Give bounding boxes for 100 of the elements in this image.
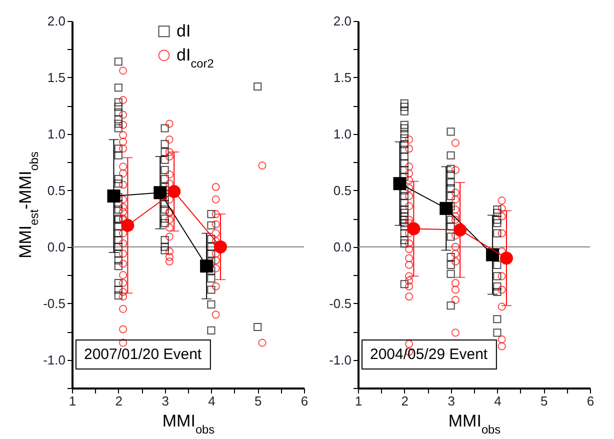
point <box>119 325 128 334</box>
point <box>207 250 216 258</box>
point <box>405 144 414 153</box>
point <box>446 232 455 241</box>
point <box>451 138 460 147</box>
point <box>200 260 214 273</box>
point <box>114 242 122 251</box>
point <box>493 206 502 214</box>
point <box>114 286 122 294</box>
point <box>114 200 122 208</box>
point <box>400 140 408 148</box>
point <box>168 185 181 198</box>
point <box>212 182 220 192</box>
x-tick-label: 4 <box>494 394 502 408</box>
point <box>493 315 502 324</box>
point <box>400 216 408 224</box>
point <box>160 219 169 228</box>
point <box>400 166 408 174</box>
x-axis-title: MMI$_{obs}$ <box>448 412 501 436</box>
point <box>400 120 408 129</box>
x-tick-label: 5 <box>540 394 548 408</box>
point <box>440 202 453 215</box>
point <box>451 278 460 288</box>
point <box>451 216 460 224</box>
point <box>114 262 122 270</box>
point <box>451 242 460 251</box>
point <box>446 164 455 173</box>
annotation: 2007/01/20 Event <box>84 346 202 363</box>
point <box>400 212 408 220</box>
point <box>114 291 122 300</box>
point <box>114 236 122 244</box>
point <box>446 128 455 136</box>
point <box>165 232 174 241</box>
y-tick-label: 2.0 <box>47 14 66 28</box>
point <box>119 110 128 119</box>
point <box>114 250 122 258</box>
point <box>451 166 460 174</box>
x-tick-label: 4 <box>208 394 216 408</box>
point <box>405 245 414 254</box>
point <box>212 310 220 319</box>
point <box>207 221 216 230</box>
point <box>207 234 216 243</box>
point <box>446 178 455 187</box>
y-tick-label: 1.5 <box>47 70 66 85</box>
point <box>114 175 122 184</box>
point <box>212 282 220 290</box>
point <box>160 148 169 156</box>
point <box>165 180 174 188</box>
point <box>165 152 174 161</box>
y-tick-label: 0.5 <box>47 182 66 198</box>
point <box>160 214 169 223</box>
point <box>493 272 502 280</box>
point <box>400 236 408 244</box>
point <box>446 302 455 310</box>
point <box>400 146 408 154</box>
point <box>446 192 455 200</box>
point <box>451 257 460 266</box>
point <box>254 82 262 91</box>
x-tick-label: 1 <box>68 394 76 408</box>
legend-label: dI$_{cor2}$ <box>176 45 214 70</box>
point <box>119 66 128 75</box>
point <box>160 166 169 174</box>
point <box>165 216 174 224</box>
point <box>405 216 414 224</box>
point <box>212 220 220 228</box>
point <box>207 210 216 218</box>
point <box>400 102 408 111</box>
y-tick-label: -1.0 <box>329 352 352 368</box>
point <box>498 286 506 294</box>
x-tick-label: 3 <box>162 394 169 408</box>
point <box>114 58 122 66</box>
point <box>207 326 216 334</box>
point <box>446 151 455 160</box>
point <box>114 222 122 231</box>
point <box>121 218 134 232</box>
point <box>114 256 122 264</box>
point <box>119 162 128 171</box>
point <box>451 286 460 294</box>
point <box>114 229 122 238</box>
point <box>451 195 460 204</box>
point <box>405 239 414 248</box>
point <box>400 219 408 228</box>
point <box>400 130 408 138</box>
point <box>446 184 455 192</box>
point <box>405 282 414 290</box>
point <box>160 246 169 254</box>
x-tick-label: 2 <box>401 394 409 408</box>
point <box>451 188 460 197</box>
point <box>405 202 414 210</box>
point <box>114 108 122 117</box>
point <box>160 175 169 184</box>
x-axis-title: MMI$_{obs}$ <box>162 412 215 436</box>
point <box>486 248 500 262</box>
x-tick-label: 6 <box>586 394 594 408</box>
point <box>119 138 128 146</box>
point <box>160 242 169 251</box>
point <box>400 229 408 238</box>
point <box>119 120 128 129</box>
point <box>160 124 169 132</box>
point <box>165 252 174 262</box>
